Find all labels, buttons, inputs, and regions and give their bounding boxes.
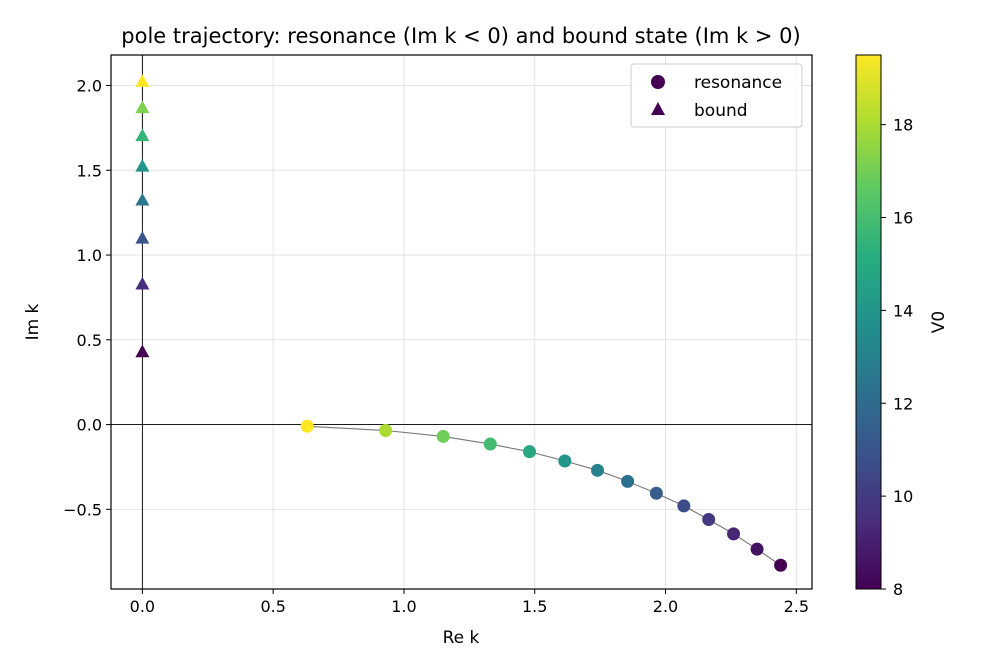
chart-title: pole trajectory: resonance (Im k < 0) an… — [121, 24, 800, 48]
legend-box — [630, 63, 803, 128]
y-tick-label: 1.0 — [77, 246, 102, 265]
bound-point — [135, 231, 150, 244]
y-tick-label: −0.5 — [63, 500, 102, 519]
trajectory-line — [307, 425, 781, 566]
resonance-point — [702, 512, 716, 526]
bound-point — [135, 100, 150, 114]
data-points — [135, 74, 788, 572]
colorbar-tick-label: 8 — [893, 580, 903, 599]
y-tick-label: 0.5 — [77, 331, 102, 350]
legend-resonance-label: resonance — [694, 73, 782, 93]
bound-point — [135, 344, 150, 358]
resonance-point — [591, 463, 605, 477]
x-tick-label: 0.0 — [130, 597, 155, 616]
colorbar: 8 10 12 14 16 18 V0 — [855, 54, 949, 599]
resonance-point — [649, 486, 663, 500]
trajectory-polyline — [307, 425, 781, 566]
resonance-point — [523, 445, 537, 459]
x-tick-label: 1.0 — [391, 597, 416, 616]
legend-bound-label: bound — [694, 101, 748, 121]
resonance-point — [379, 423, 393, 437]
resonance-point — [727, 527, 741, 541]
x-tick-label: 2.0 — [653, 597, 678, 616]
legend: resonance bound — [630, 63, 803, 128]
resonance-point — [436, 429, 450, 443]
x-tick-label: 2.5 — [784, 597, 809, 616]
y-axis-label: Im k — [23, 303, 43, 340]
legend-bound-marker — [651, 102, 665, 115]
resonance-point — [483, 437, 497, 451]
zero-lines — [111, 55, 812, 589]
bound-point — [135, 128, 150, 142]
colorbar-tick-label: 16 — [893, 209, 913, 228]
y-tick-label: 2.0 — [77, 77, 102, 96]
y-tick-label: 1.5 — [77, 161, 102, 180]
resonance-point — [300, 419, 314, 433]
resonance-point — [558, 454, 572, 468]
bound-point — [135, 159, 150, 172]
x-tick-label: 0.5 — [260, 597, 285, 616]
plot-frame — [110, 54, 813, 590]
bound-point — [135, 276, 150, 290]
colorbar-gradient — [855, 54, 882, 590]
colorbar-tick-label: 14 — [893, 301, 913, 320]
resonance-point — [774, 558, 788, 572]
y-axis-ticks: −0.5 0.0 0.5 1.0 1.5 2.0 — [63, 77, 111, 519]
resonance-point — [677, 499, 691, 513]
y-tick-label: 0.0 — [77, 416, 102, 435]
x-tick-label: 1.5 — [522, 597, 547, 616]
bound-point — [135, 192, 150, 206]
colorbar-tick-label: 10 — [893, 487, 913, 506]
colorbar-ticks: 8 10 12 14 16 18 — [881, 116, 913, 599]
x-axis-ticks: 0.0 0.5 1.0 1.5 2.0 2.5 — [130, 589, 809, 616]
grid — [111, 55, 812, 589]
colorbar-tick-label: 12 — [893, 394, 913, 413]
bound-point — [135, 74, 150, 87]
resonance-point — [750, 542, 764, 556]
x-axis-label: Re k — [443, 628, 480, 648]
resonance-point — [621, 474, 635, 488]
colorbar-tick-label: 18 — [893, 116, 913, 135]
colorbar-label: V0 — [929, 311, 949, 333]
legend-resonance-marker — [651, 75, 665, 89]
